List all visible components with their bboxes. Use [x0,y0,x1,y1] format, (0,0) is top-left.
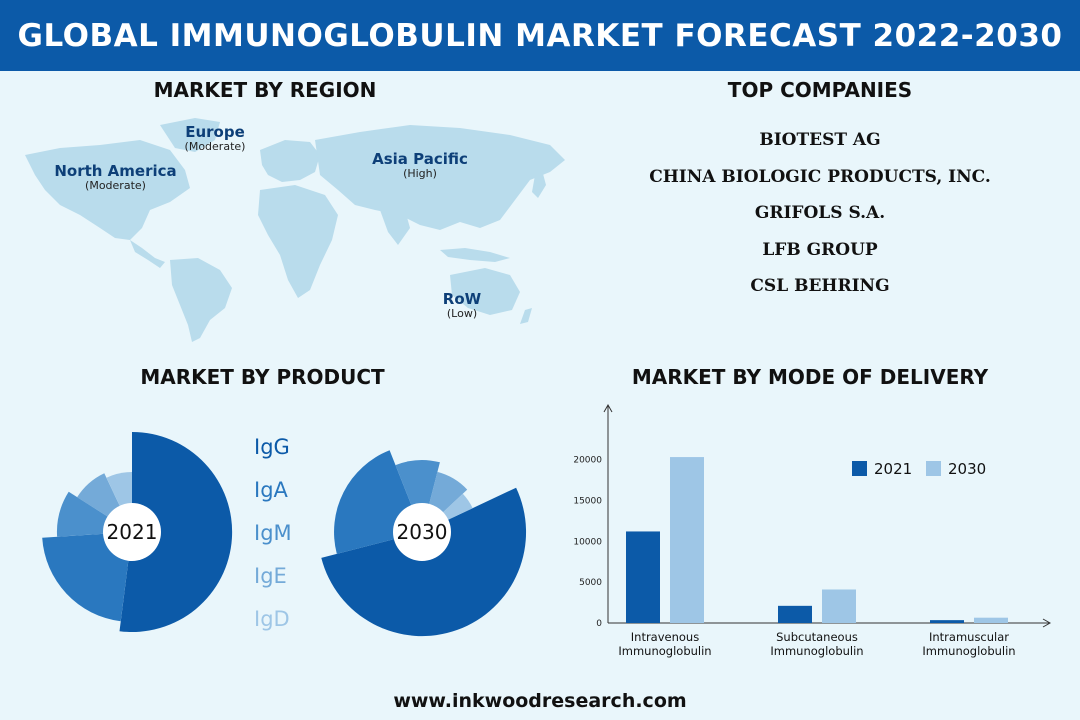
legend-iga: IgA [254,478,288,502]
south-america-shape [170,258,232,342]
delivery-title: MARKET BY MODE OF DELIVERY [631,365,989,389]
region-label-asia-pacific: Asia Pacific (High) [370,150,470,181]
region-name: RoW [442,290,482,308]
region-name: Asia Pacific [372,150,468,168]
region-level: (Moderate) [184,140,246,154]
region-level: (Moderate) [85,179,146,193]
legend-swatch-2021 [852,461,867,476]
product-pie-charts: 2021 2030 [42,431,527,637]
region-title: MARKET BY REGION [153,78,377,102]
bar-2030-0 [670,457,704,623]
companies-title: TOP COMPANIES [727,78,913,102]
region-label-row: RoW (Low) [422,290,502,321]
company-item: GRIFOLS S.A. [754,203,886,223]
company-item: CHINA BIOLOGIC PRODUCTS, INC. [649,166,991,187]
region-label-north-america: North America (Moderate) [48,162,183,193]
africa-shape [258,185,338,298]
legend-label-2021: 2021 [874,460,912,478]
company-item: BIOTEST AG [759,130,881,150]
bar-2021-0 [626,531,660,623]
region-name: North America [54,162,177,180]
region-level: (High) [403,167,437,181]
bar-2021-2 [930,620,964,623]
legend-igd: IgD [254,607,290,631]
greenland-shape [160,118,220,152]
company-item: LFB GROUP [762,239,878,260]
indonesia-shape [440,248,510,262]
company-list: BIOTEST AG CHINA BIOLOGIC PRODUCTS, INC.… [600,122,1040,305]
y-tick-label: 20000 [573,456,602,466]
pie-center-label: 2030 [397,520,448,544]
legend-ige: IgE [254,564,287,588]
product-title: MARKET BY PRODUCT [140,365,385,389]
region-level: (Low) [446,307,478,321]
india-shape [380,210,410,245]
delivery-bar-chart: 05000100001500020000IntravenousImmunoglo… [573,403,1052,658]
world-map [25,118,565,342]
region-label-europe: Europe (Moderate) [160,123,270,154]
pie-center-2030 [393,503,451,561]
header-banner: GLOBAL IMMUNOGLOBULIN MARKET FORECAST 20… [0,0,1080,71]
pie-slice-2030-IgG [321,487,527,637]
japan-shape [532,170,546,198]
bar-2021-1 [778,605,812,623]
new-zealand-shape [520,308,532,324]
region-name: Europe [185,123,245,141]
x-category-label: Subcutaneous [776,630,858,644]
y-tick-label: 15000 [573,496,602,506]
y-tick-label: 0 [596,619,602,629]
australia-shape [450,268,520,315]
x-category-label: Intravenous [631,630,699,644]
asia-shape [315,125,565,230]
europe-shape [260,140,320,182]
x-category-label: Immunoglobulin [618,644,711,658]
y-tick-label: 5000 [579,578,602,588]
company-item: CSL BEHRING [750,276,890,296]
pie-center-2021 [103,503,161,561]
pie-slice-2021-IgG [119,431,233,632]
central-america-shape [130,240,165,268]
legend-swatch-2030 [926,461,941,476]
pie-slice-2030-IgM [395,460,440,532]
y-tick-label: 10000 [573,537,602,547]
legend-igm: IgM [254,521,292,545]
x-category-label: Immunoglobulin [770,644,863,658]
legend-igg: IgG [254,435,290,459]
legend-label-2030: 2030 [948,460,986,478]
north-america-shape [25,140,190,240]
x-category-label: Immunoglobulin [922,644,1015,658]
bar-2030-1 [822,589,856,623]
page-title: GLOBAL IMMUNOGLOBULIN MARKET FORECAST 20… [17,17,1063,54]
footer-url: www.inkwoodresearch.com [393,690,687,712]
pie-slice-2021-IgA [42,532,133,622]
y-axis-arrow [603,403,613,413]
bar-2030-2 [974,617,1008,623]
x-category-label: Intramuscular [929,630,1009,644]
x-axis-arrow [1042,618,1052,628]
pie-center-label: 2021 [107,520,158,544]
